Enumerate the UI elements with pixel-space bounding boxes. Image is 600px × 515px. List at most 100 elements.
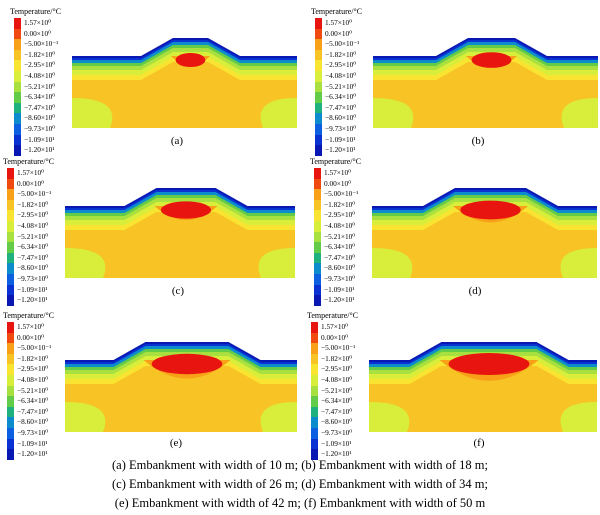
- legend-swatch: [14, 92, 21, 103]
- legend-swatch: [14, 71, 21, 82]
- legend-swatch: [14, 113, 21, 124]
- legend-swatch: [314, 178, 321, 190]
- legend-swatch: [7, 353, 14, 365]
- temperature-field-plot: [65, 342, 297, 432]
- hot-core: [151, 353, 223, 375]
- hot-core: [448, 353, 530, 375]
- legend-swatch: [315, 18, 322, 29]
- legend-value: −8.60×10⁰: [17, 263, 49, 273]
- legend-swatch: [7, 332, 14, 344]
- panel-a: Temperature/°C 1.57×10⁰ 0.00×10⁰ −5.00×10⁻…: [10, 7, 300, 156]
- hot-core: [471, 52, 512, 68]
- panel-label: (e): [169, 437, 183, 449]
- panel-label: (f): [473, 437, 485, 449]
- legend-value: 1.57×10⁰: [17, 168, 45, 177]
- legend-value: −1.82×10⁰: [17, 199, 49, 209]
- temperature-field-plot: [369, 342, 597, 432]
- panel-f: Temperature/°C 1.57×10⁰ 0.00×10⁰ −5.00×10⁻…: [307, 311, 600, 460]
- cold-zone: [65, 402, 106, 432]
- legend-value: −4.08×10⁰: [17, 375, 49, 384]
- temperature-field-plot: [72, 38, 297, 128]
- legend-swatch: [315, 113, 322, 124]
- panel-e: Temperature/°C 1.57×10⁰ 0.00×10⁰ −5.00×10⁻…: [3, 311, 300, 460]
- legend-title: Temperature/°C: [311, 7, 363, 16]
- legend-value: −5.21×10⁰: [24, 81, 56, 91]
- legend-value: −9.73×10⁰: [324, 274, 356, 283]
- figure-caption-line-3: (e) Embankment with width of 42 m; (f) E…: [114, 496, 486, 510]
- legend-value: −1.09×10¹: [17, 438, 48, 448]
- legend-value: −1.09×10¹: [17, 284, 48, 294]
- legend-swatch: [7, 364, 14, 375]
- legend-value: 0.00×10⁰: [17, 332, 45, 342]
- legend-value: −9.73×10⁰: [17, 428, 49, 437]
- legend-swatch: [315, 81, 322, 93]
- legend-value: −1.82×10⁰: [325, 49, 357, 59]
- legend-value: −1.82×10⁰: [321, 353, 353, 363]
- legend-value: −5.00×10⁻¹: [17, 343, 52, 353]
- legend-value: −1.20×10¹: [321, 449, 352, 459]
- legend-value: −1.09×10¹: [24, 134, 55, 144]
- legend-swatch: [7, 406, 14, 418]
- legend-swatch: [7, 322, 14, 333]
- legend-swatch: [7, 231, 14, 243]
- legend-swatch: [314, 168, 321, 179]
- temperature-band: [72, 62, 297, 128]
- legend-value: −6.34×10⁰: [24, 92, 56, 102]
- figure-caption-line-1: (a) Embankment with width of 10 m; (b) E…: [112, 458, 488, 472]
- legend-swatch: [314, 242, 321, 253]
- cold-zone: [258, 248, 295, 278]
- legend-value: 0.00×10⁰: [321, 332, 349, 342]
- legend-swatch: [7, 168, 14, 179]
- legend-swatch: [14, 102, 21, 114]
- legend-value: −1.20×10¹: [17, 295, 48, 305]
- legend-title: Temperature/°C: [10, 7, 62, 16]
- legend-value: −5.21×10⁰: [321, 385, 353, 395]
- legend-swatch: [314, 263, 321, 274]
- legend-swatch: [315, 60, 322, 71]
- legend-value: −2.95×10⁰: [325, 60, 357, 70]
- cold-zone: [369, 402, 410, 432]
- legend-swatch: [311, 322, 318, 333]
- legend-swatch: [314, 274, 321, 285]
- legend-swatch: [14, 60, 21, 71]
- cold-zone: [560, 402, 597, 432]
- legend-swatch: [7, 295, 14, 306]
- legend-swatch: [14, 28, 21, 40]
- legend-value: −1.20×10¹: [324, 295, 355, 305]
- legend-swatch: [311, 353, 318, 365]
- legend-value: 1.57×10⁰: [324, 168, 352, 177]
- hot-core: [175, 53, 206, 67]
- legend-swatch: [7, 428, 14, 439]
- legend-swatch: [14, 18, 21, 29]
- legend-value: −5.21×10⁰: [17, 231, 49, 241]
- legend-swatch: [315, 145, 322, 156]
- legend-value: −7.47×10⁰: [17, 406, 49, 416]
- legend-swatch: [7, 210, 14, 221]
- temperature-band: [65, 212, 295, 278]
- legend-swatch: [314, 231, 321, 243]
- legend-value: −2.95×10⁰: [324, 210, 356, 220]
- cold-zone: [260, 98, 297, 128]
- cold-zone: [561, 98, 598, 128]
- legend-value: −4.08×10⁰: [321, 375, 353, 384]
- legend-swatch: [7, 274, 14, 285]
- legend-swatch: [314, 199, 321, 211]
- legend-swatch: [7, 189, 14, 200]
- legend-swatch: [7, 284, 14, 296]
- legend-value: −4.08×10⁰: [324, 221, 356, 230]
- legend-title: Temperature/°C: [3, 311, 55, 320]
- legend-swatch: [7, 221, 14, 232]
- cold-zone: [373, 98, 414, 128]
- legend-value: 0.00×10⁰: [324, 178, 352, 188]
- temperature-band: [65, 366, 297, 432]
- legend-value: −8.60×10⁰: [324, 263, 356, 273]
- legend-swatch: [14, 134, 21, 146]
- legend-title: Temperature/°C: [310, 157, 362, 166]
- legend-swatch: [7, 375, 14, 386]
- legend-value: −7.47×10⁰: [325, 102, 357, 112]
- legend-value: −5.21×10⁰: [17, 385, 49, 395]
- legend-swatch: [14, 49, 21, 61]
- legend-value: −1.20×10¹: [17, 449, 48, 459]
- cold-zone: [65, 248, 106, 278]
- legend-value: −1.09×10¹: [325, 134, 356, 144]
